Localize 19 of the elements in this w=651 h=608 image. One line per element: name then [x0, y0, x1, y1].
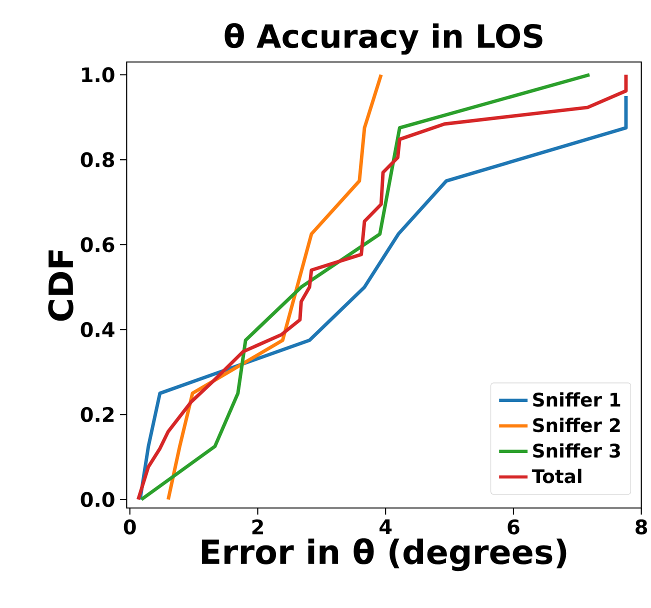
y-tick-label: 0.8 [80, 152, 114, 168]
legend-label: Sniffer 1 [533, 392, 620, 407]
legend-label: Sniffer 3 [533, 443, 620, 458]
y-tick-label: 0.6 [80, 237, 114, 252]
legend-label: Total [532, 468, 582, 484]
x-tick-label: 6 [508, 519, 520, 534]
line-series [166, 73, 383, 502]
y-tick-label: 0.2 [80, 406, 114, 422]
y-tick-label: 1.0 [82, 67, 114, 82]
x-tick-label: 0 [124, 519, 136, 535]
x-tick-label: 4 [380, 519, 392, 534]
y-tick-label: 0.4 [80, 322, 114, 338]
chart-title: θ Accuracy in LOS [224, 23, 542, 55]
x-tick-label: 2 [252, 519, 263, 534]
x-tick-label: 8 [636, 519, 648, 535]
x-axis-title: Error in θ (degrees) [202, 538, 566, 572]
y-tick-label: 0.0 [80, 492, 114, 508]
y-axis-title: CDF [48, 250, 74, 321]
legend-label: Sniffer 2 [533, 418, 620, 432]
